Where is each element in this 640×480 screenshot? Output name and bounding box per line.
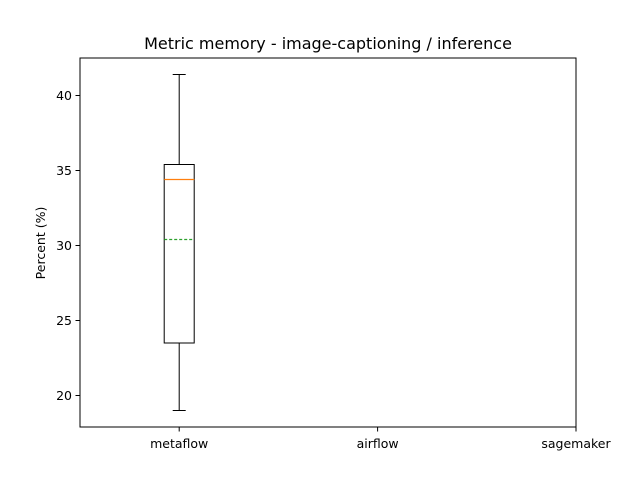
y-tick-label-25: 25 bbox=[56, 313, 72, 328]
x-tick-label-airflow: airflow bbox=[357, 436, 399, 451]
chart-title: Metric memory - image-captioning / infer… bbox=[144, 34, 512, 53]
y-tick-label-20: 20 bbox=[56, 388, 72, 403]
x-tick-label-sagemaker: sagemaker bbox=[541, 436, 611, 451]
y-tick-label-35: 35 bbox=[56, 163, 72, 178]
y-axis-label: Percent (%) bbox=[33, 207, 48, 280]
plot-frame bbox=[79, 57, 577, 428]
x-tick-label-metaflow: metaflow bbox=[150, 436, 208, 451]
y-tick-label-40: 40 bbox=[56, 88, 72, 103]
y-tick-label-30: 30 bbox=[56, 238, 72, 253]
plot-area: metaflow airflow sagemaker 20 25 30 35 40 bbox=[56, 74, 611, 451]
box-metaflow bbox=[163, 164, 195, 344]
